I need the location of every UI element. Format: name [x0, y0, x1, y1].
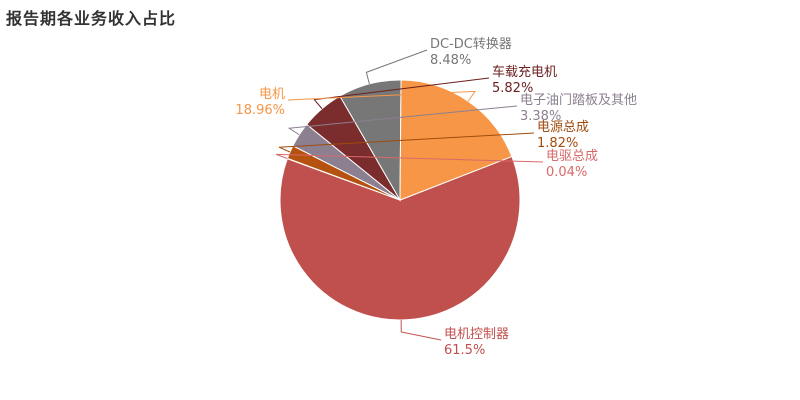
leader-line-1	[275, 153, 544, 163]
leader-line-0	[400, 319, 442, 341]
slice-value-label-0: 61.5%	[444, 343, 485, 358]
pie-slice-0	[279, 155, 521, 321]
slice-value-label-1: 0.04%	[546, 165, 587, 180]
slice-name-label-1: 电驱总成	[546, 149, 598, 164]
slice-value-label-5: 8.48%	[430, 53, 471, 68]
slice-name-label-3: 电子油门踏板及其他	[520, 93, 637, 108]
slice-value-label-2: 1.82%	[537, 136, 578, 151]
slice-value-label-6: 18.96%	[235, 103, 285, 118]
leader-line-3	[287, 105, 518, 136]
slice-value-label-4: 5.82%	[492, 81, 533, 96]
slice-value-label-3: 3.38%	[520, 109, 561, 124]
slice-name-label-2: 电源总成	[537, 120, 589, 135]
leader-line-4	[313, 77, 490, 110]
slice-name-label-4: 车载充电机	[492, 64, 557, 80]
slice-name-label-0: 电机控制器	[444, 327, 509, 342]
slice-name-label-6: 电机	[259, 87, 285, 102]
slice-name-label-5: DC-DC转换器	[430, 37, 512, 52]
pie-slices	[279, 79, 521, 321]
leader-line-2	[278, 132, 535, 153]
leader-line-6	[287, 90, 476, 102]
chart-title: 报告期各业务收入占比	[6, 9, 177, 28]
leader-line-5	[365, 49, 428, 85]
leader-lines	[275, 49, 544, 341]
